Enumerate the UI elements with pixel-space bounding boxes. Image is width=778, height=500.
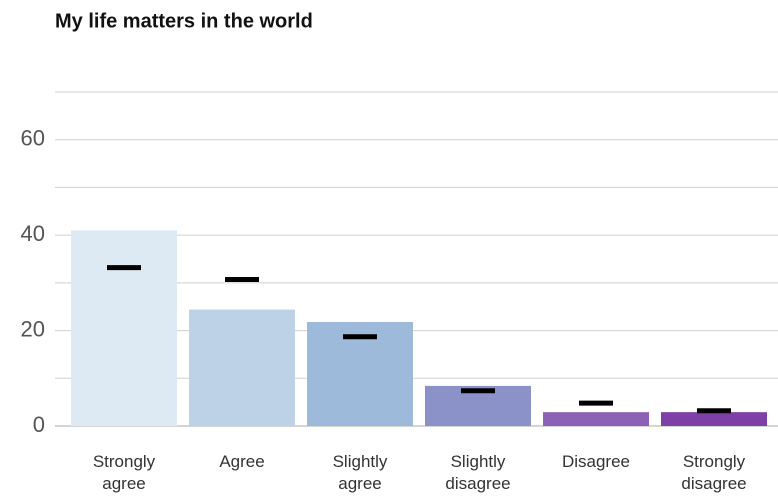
bar	[543, 412, 649, 426]
bar	[189, 309, 295, 426]
chart-title: My life matters in the world	[55, 10, 313, 32]
x-tick-label: Strongly disagree	[681, 452, 747, 493]
bar	[307, 321, 413, 426]
bar	[71, 230, 177, 426]
bar	[661, 412, 767, 426]
y-tick-label: 20	[21, 316, 45, 341]
y-tick-label: 60	[21, 126, 45, 151]
x-tick-label: Disagree	[561, 452, 631, 471]
x-tick-label: Slightly disagree	[445, 452, 511, 493]
x-tick-label: Slightly agree	[332, 452, 388, 493]
x-tick-label: Strongly agree	[92, 452, 156, 493]
y-tick-label: 40	[21, 221, 45, 246]
y-tick-label: 0	[33, 412, 45, 437]
x-tick-label: Agree	[219, 452, 265, 471]
